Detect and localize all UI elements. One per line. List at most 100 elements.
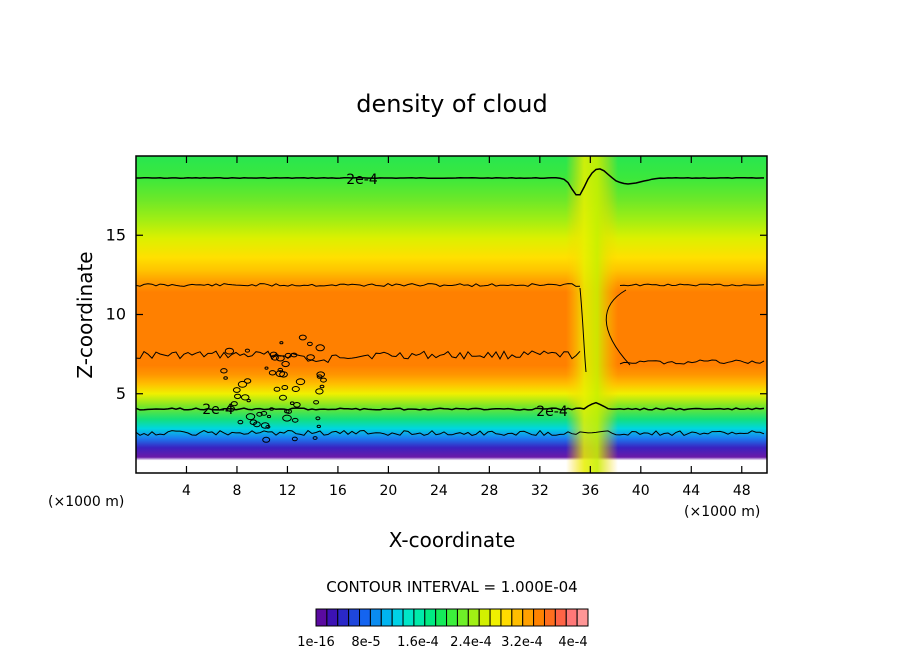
x-tick-label: 24 <box>430 483 448 499</box>
colorbar-swatch <box>543 608 556 627</box>
colorbar-swatch <box>413 608 426 627</box>
turbulent-cell <box>320 377 327 383</box>
turbulent-cell <box>264 366 269 370</box>
colorbar-swatch <box>576 608 589 627</box>
turbulent-cell <box>307 341 313 347</box>
turbulent-cell <box>315 344 325 352</box>
x-tick-label: 44 <box>682 483 700 499</box>
x-tick-label: 48 <box>733 483 751 499</box>
contour-band-lower <box>136 350 581 364</box>
turbulent-cell <box>295 378 306 386</box>
turbulent-cell <box>316 424 321 429</box>
turbulent-cell <box>260 411 268 416</box>
contour-label-lower-right: 2e-4 <box>536 404 568 420</box>
colorbar-swatch <box>533 608 545 627</box>
turbulent-cell <box>237 380 248 388</box>
turbulent-cell <box>315 416 321 421</box>
colorbar-label: 4e-4 <box>558 635 587 650</box>
turbulent-cell <box>313 400 320 405</box>
colorbar-swatch <box>478 608 491 627</box>
colorbar-swatch <box>500 608 513 627</box>
contour-label-top: 2e-4 <box>346 172 378 188</box>
turbulent-cell <box>243 378 252 384</box>
x-tick-label: 32 <box>531 483 549 499</box>
turbulent-cell <box>291 417 299 423</box>
colorbar-label: 1.6e-4 <box>397 635 439 650</box>
colorbar-label: 3.2e-4 <box>501 635 543 650</box>
x-axis: 4 8 12 16 20 24 28 32 36 40 44 48 <box>182 156 751 499</box>
turbulent-cell <box>276 355 285 362</box>
turbulent-cell <box>277 367 284 373</box>
turbulent-cell <box>230 401 238 407</box>
y-tick-label: 5 <box>116 384 126 403</box>
turbulent-cell <box>224 347 235 355</box>
turbulent-cell <box>244 348 250 353</box>
colorbar-swatch <box>511 608 524 627</box>
turbulent-cell <box>265 425 271 429</box>
contour-interval-text: CONTOUR INTERVAL = 1.000E-04 <box>326 578 577 596</box>
x-tick-label: 40 <box>632 483 650 499</box>
turbulent-cell <box>262 436 271 443</box>
colorbar-swatch <box>435 608 448 627</box>
turbulent-cell <box>316 371 326 378</box>
turbulent-cell <box>253 421 261 428</box>
colorbar-swatch <box>522 608 535 627</box>
turbulent-cell <box>240 394 250 401</box>
turbulent-cell <box>266 414 272 419</box>
colorbar-swatch <box>348 608 361 627</box>
contour-band-lower-right <box>619 359 765 365</box>
x-axis-label: X-coordinate <box>389 528 516 552</box>
colorbar-swatch <box>554 608 567 627</box>
turbulent-cell <box>312 436 318 440</box>
colorbar-swatch <box>402 608 415 627</box>
x-tick-label: 4 <box>182 483 191 499</box>
contour-band-upper <box>136 283 581 288</box>
turbulent-cell <box>306 354 315 361</box>
turbulent-cell <box>223 376 228 380</box>
colorbar-swatch <box>315 608 328 627</box>
contour-column-left <box>579 287 587 373</box>
y-tick-label: 10 <box>106 305 126 324</box>
colorbar-label: 1e-16 <box>297 635 335 650</box>
colorbar-swatch <box>359 608 371 627</box>
turbulent-cell <box>234 393 242 400</box>
colorbar-label: 2.4e-4 <box>450 635 492 650</box>
turbulent-cell <box>319 384 325 389</box>
turbulent-cell <box>268 370 277 376</box>
field-fill <box>136 156 767 473</box>
turbulent-cell <box>270 354 279 361</box>
turbulent-cell <box>232 387 241 393</box>
contour-label-lower-left: 2e-4 <box>202 402 234 418</box>
x-unit-right: (×1000 m) <box>684 504 760 520</box>
contour-lines <box>136 168 765 443</box>
y-axis: 5 10 15 <box>106 225 767 403</box>
x-tick-label: 28 <box>480 483 498 499</box>
turbulent-cell <box>285 409 292 414</box>
plot-area <box>136 156 767 473</box>
colorbar-swatch <box>369 608 382 627</box>
chart-title: density of cloud <box>356 90 547 118</box>
contour-top <box>136 168 765 196</box>
turbulent-cell <box>291 386 300 392</box>
x-tick-label: 20 <box>379 483 397 499</box>
colorbar-swatch <box>456 608 469 627</box>
colorbar-swatch <box>337 608 350 627</box>
turbulent-cell <box>315 388 324 395</box>
turbulent-cell <box>281 385 289 390</box>
turbulent-cell <box>281 360 290 368</box>
contour-column-right <box>605 289 631 366</box>
turbulent-cell <box>291 436 298 442</box>
turbulent-cell <box>273 386 281 392</box>
colorbar-swatch <box>467 608 480 627</box>
turbulent-cell <box>279 394 287 401</box>
y-tick-label: 15 <box>106 225 126 244</box>
turbulent-cell <box>279 371 288 378</box>
turbulent-cell <box>226 405 236 412</box>
colorbar <box>315 608 589 627</box>
contour-surface <box>136 429 765 437</box>
turbulent-cell <box>284 352 292 359</box>
colorbar-swatch <box>489 608 502 627</box>
turbulent-cell <box>256 411 263 417</box>
colorbar-swatch <box>380 608 393 627</box>
turbulent-cell <box>245 413 256 421</box>
